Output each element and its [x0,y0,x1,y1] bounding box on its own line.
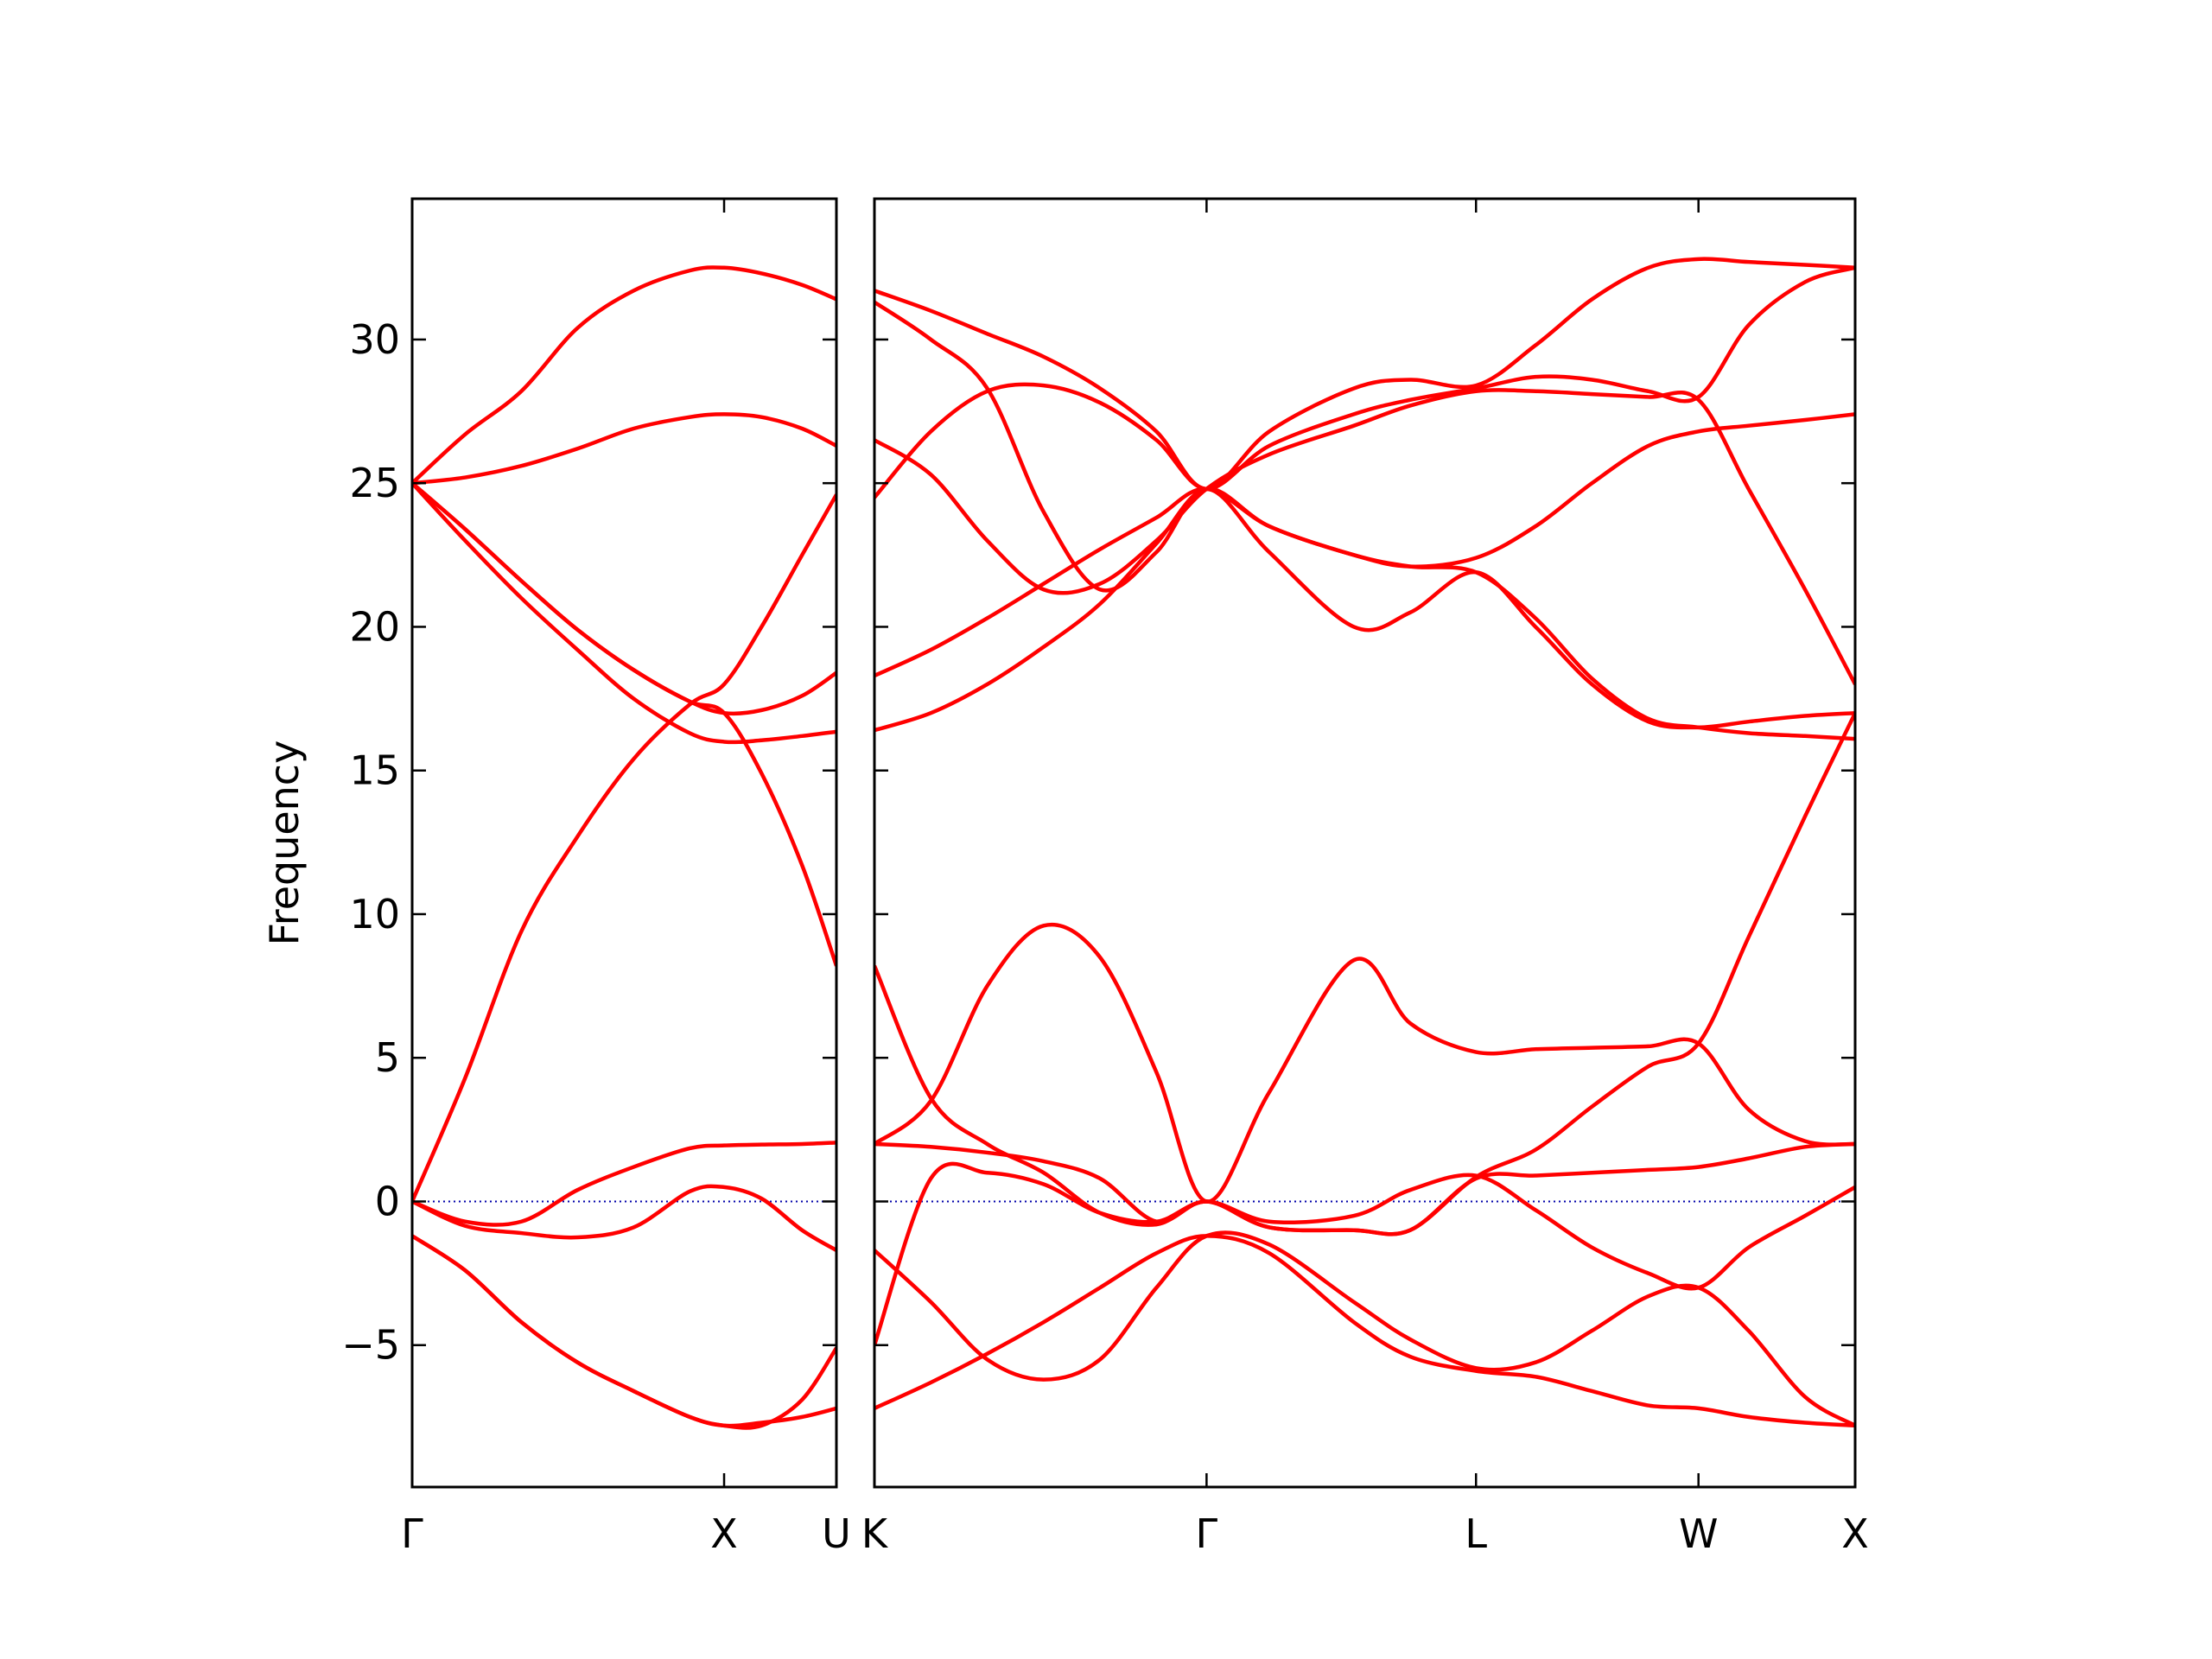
y-tick-label: 30 [349,316,400,363]
x-tick-label: Γ [401,1510,423,1557]
y-tick-label: 0 [375,1178,400,1224]
band-line [874,265,1855,499]
x-tick-label: Γ [1196,1510,1218,1557]
y-tick-label: 5 [375,1034,400,1081]
band-line [412,1184,836,1252]
band-line [874,1230,1855,1427]
band-line [412,481,836,745]
x-tick-label: X [1841,1510,1869,1557]
band-line [412,481,836,967]
band-line [412,481,836,716]
band-line [412,493,836,1203]
band-line [874,1141,1855,1236]
y-tick-label: −5 [341,1322,400,1369]
x-tick-label: U [822,1510,851,1557]
y-tick-label: 25 [349,460,400,506]
x-tick-label: K [861,1510,889,1557]
band-line [874,412,1855,678]
x-tick-label: W [1679,1510,1718,1557]
band-line [412,1141,836,1227]
axes-frame [410,197,838,1489]
y-tick-label: 10 [349,891,400,938]
band-line [874,257,1855,492]
band-line [874,388,1855,686]
band-line [874,712,1855,1236]
y-axis-label: Frequency [261,741,308,946]
plot-area [412,265,836,1430]
band-line [874,1234,1855,1428]
band-line [412,1234,836,1430]
plot-area [874,257,1855,1428]
x-tick-label: X [710,1510,738,1557]
y-tick-label: 20 [349,603,400,650]
band-line [874,1161,1855,1346]
y-tick-label: 15 [349,747,400,794]
x-tick-label: L [1465,1510,1487,1557]
band-line [412,265,836,485]
band-line [874,486,1855,741]
band-line [874,922,1855,1204]
axes-frame [873,197,1857,1489]
band-line [412,1234,836,1428]
band-line [412,412,836,486]
